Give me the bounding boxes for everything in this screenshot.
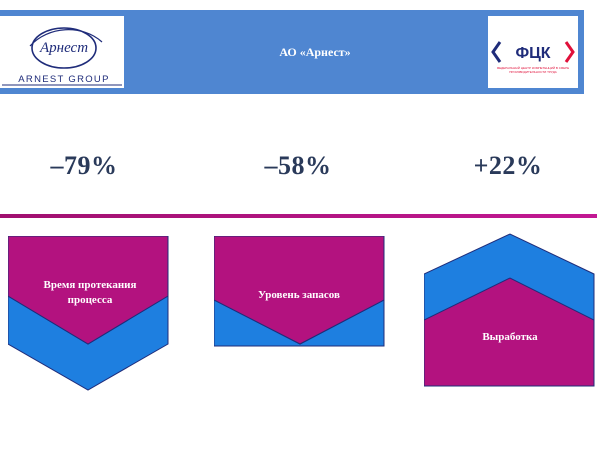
card-inventory-label: Уровень запасов (258, 289, 340, 301)
fck-logo-tagline: ФЕДЕРАЛЬНЫЙ ЦЕНТР КОМПЕТЕНЦИЙ В СФЕРЕ ПР… (496, 66, 570, 74)
stat-process-time: –79% (50, 151, 118, 180)
card-process-time-shape (8, 236, 169, 391)
card-process-time-label: Время протекания процесса (43, 279, 137, 306)
card-output-shape (424, 233, 595, 387)
card-inventory-shape (214, 236, 385, 347)
arnest-logo-mark: Арнест ARNEST GROUP (2, 27, 122, 86)
header-bar: Арнест ARNEST GROUP АО «Арнест» ФЦК ФЕДЕ… (0, 10, 584, 94)
fck-logo-text: ФЦК (515, 45, 550, 62)
fck-logo-mark: ФЦК ФЕДЕРАЛЬНЫЙ ЦЕНТР КОМПЕТЕНЦИЙ В СФЕР… (491, 41, 575, 74)
company-title: АО «Арнест» (279, 45, 351, 59)
arnest-logo-script: Арнест (39, 40, 88, 56)
fck-logo: ФЦК ФЕДЕРАЛЬНЫЙ ЦЕНТР КОМПЕТЕНЦИЙ В СФЕР… (488, 16, 578, 88)
arnest-logo-caption: ARNEST GROUP (18, 74, 109, 85)
card-output-label: Выработка (482, 331, 538, 343)
stat-output: +22% (473, 151, 543, 180)
arnest-logo: Арнест ARNEST GROUP (0, 16, 124, 88)
stat-inventory: –58% (264, 151, 332, 180)
section-divider (0, 214, 597, 218)
